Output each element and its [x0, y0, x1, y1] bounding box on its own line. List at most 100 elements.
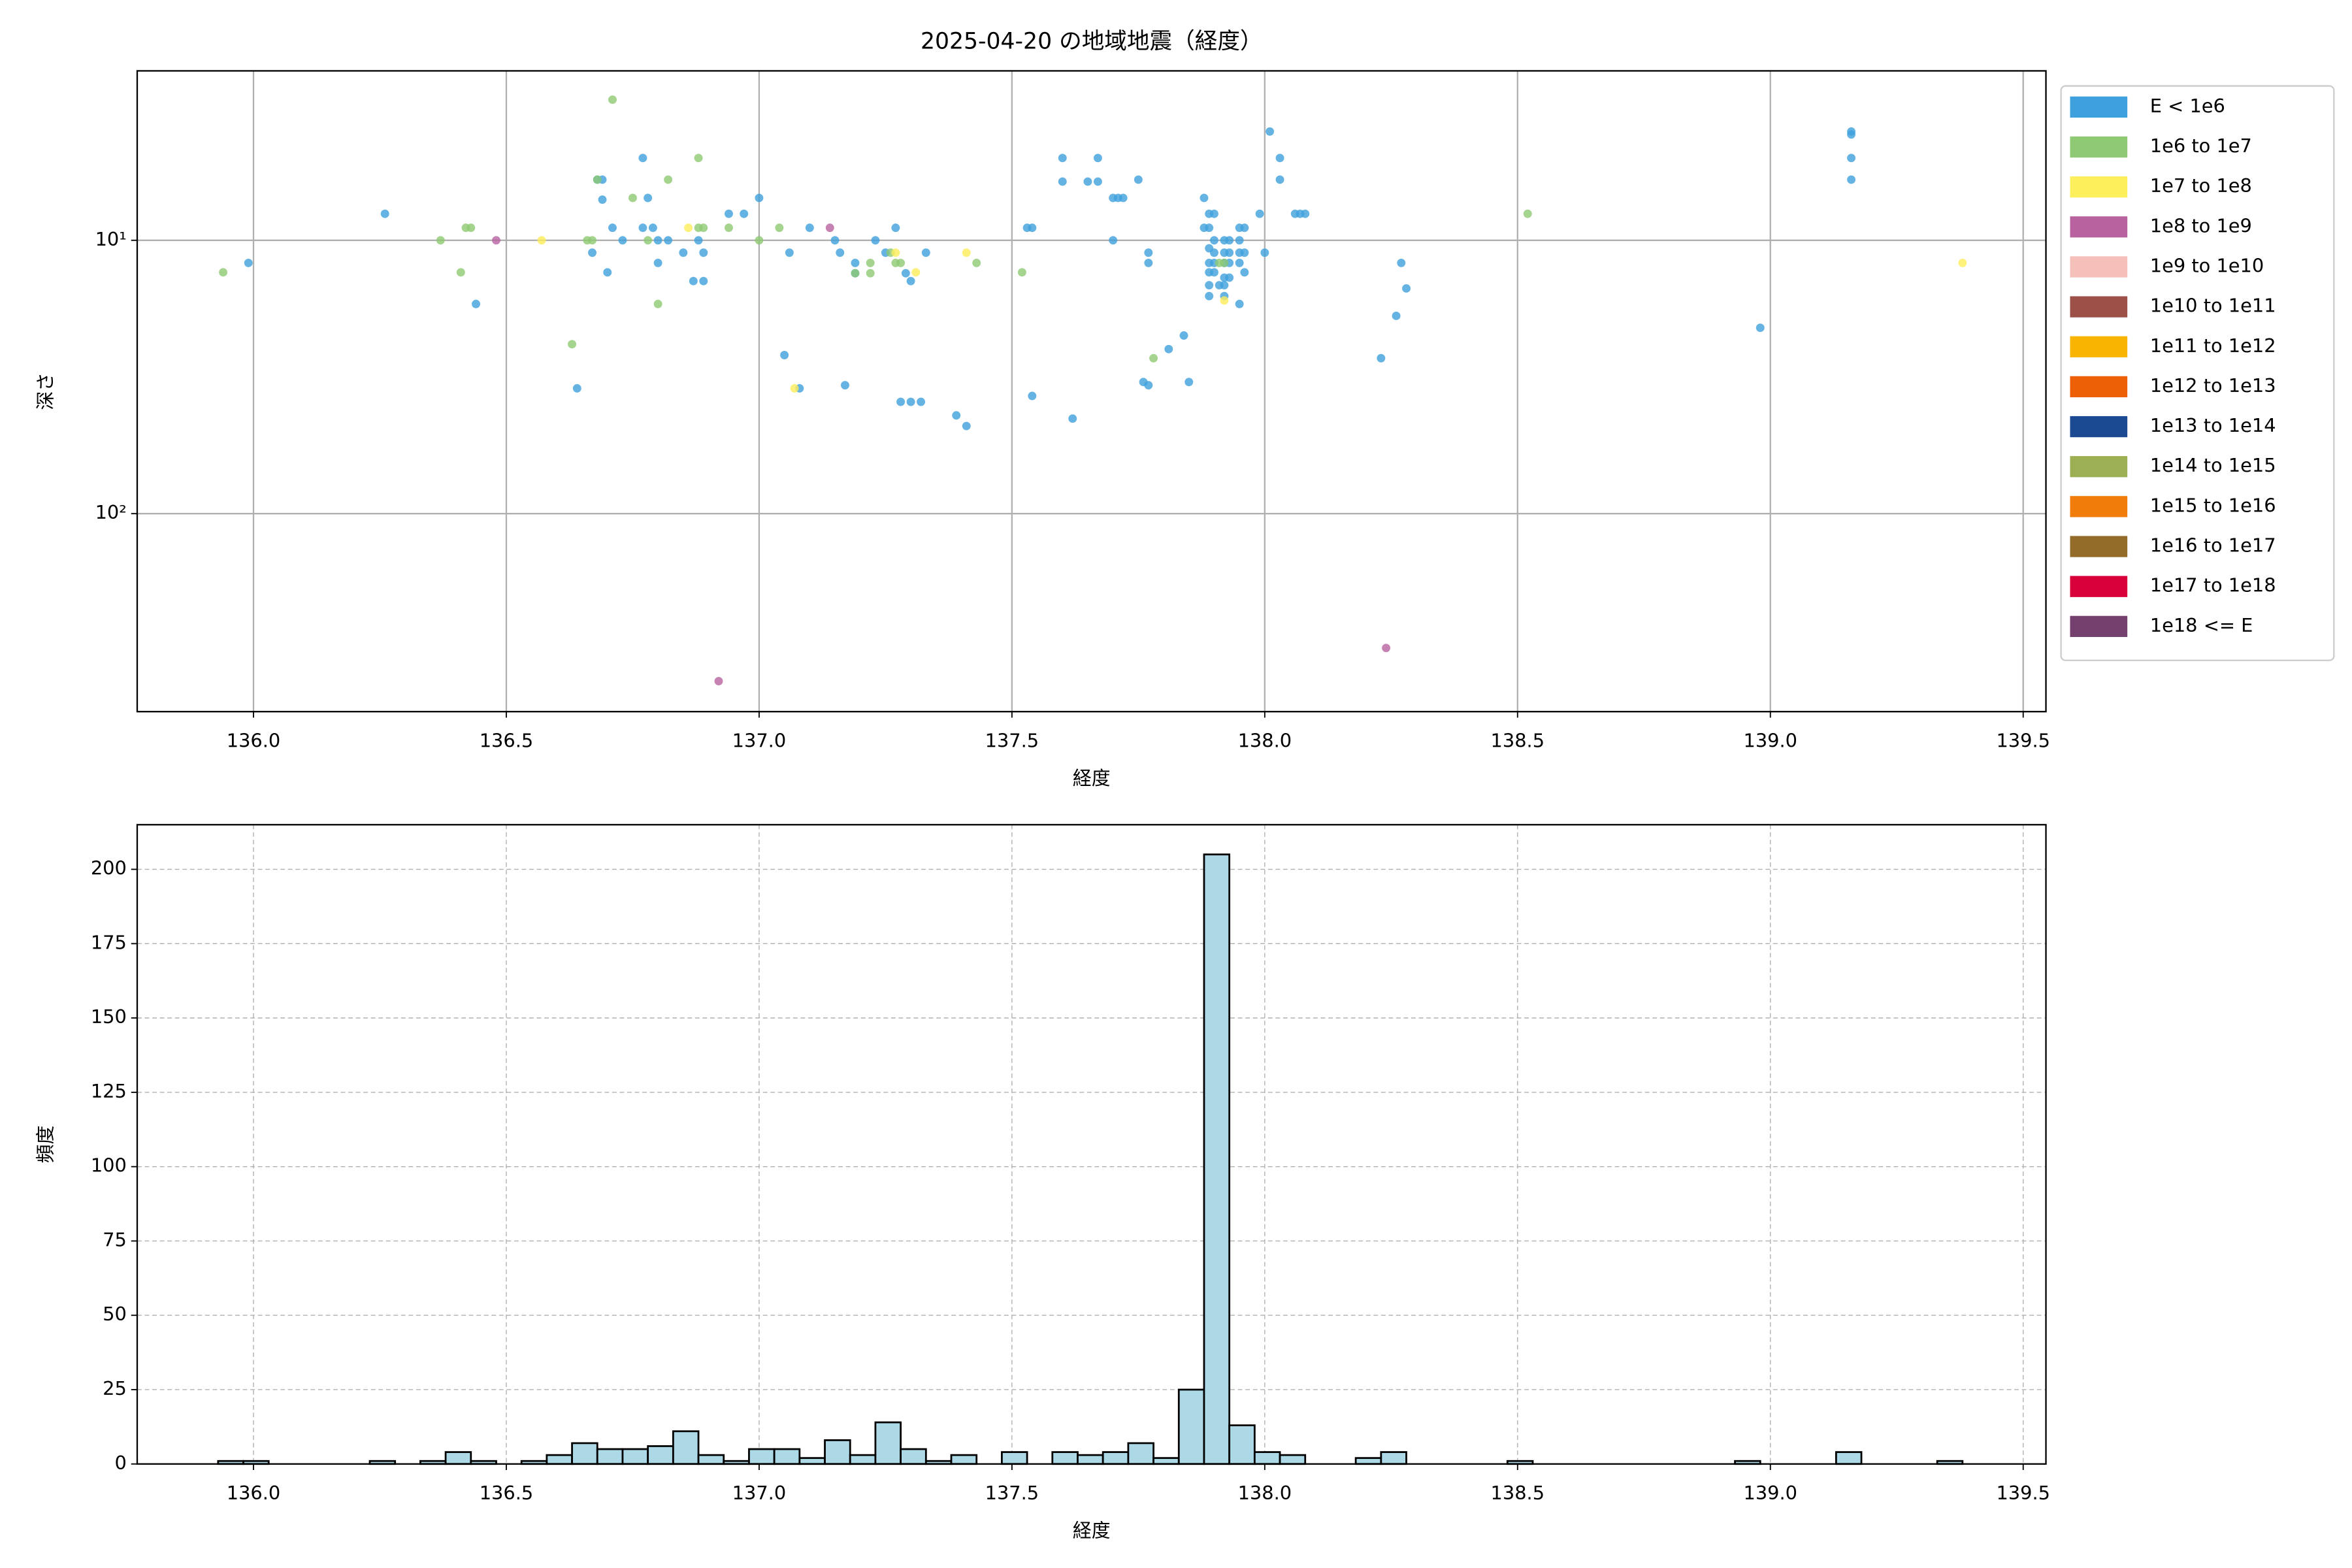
- scatter-point: [972, 258, 981, 267]
- scatter-point: [1382, 644, 1391, 653]
- scatter-point: [836, 248, 845, 257]
- scatter-point: [1260, 248, 1269, 257]
- scatter-point: [1847, 154, 1856, 163]
- scatter-point: [805, 223, 814, 233]
- scatter-point: [694, 236, 703, 245]
- scatter-point: [1240, 223, 1249, 233]
- scatter-point: [1109, 236, 1118, 245]
- x-axis-label: 経度: [1073, 767, 1111, 789]
- histogram-bar: [1228, 1424, 1256, 1465]
- scatter-point: [725, 223, 733, 233]
- scatter-point: [841, 381, 849, 390]
- legend-label: 1e14 to 1e15: [2150, 454, 2276, 476]
- histogram-bar: [444, 1451, 472, 1465]
- histogram-bar: [748, 1448, 776, 1465]
- legend-label: 1e6 to 1e7: [2150, 135, 2252, 157]
- scatter-point: [653, 299, 662, 308]
- legend-label: 1e17 to 1e18: [2150, 574, 2276, 596]
- x-tick-label: 138.0: [1238, 1482, 1292, 1504]
- x-tick-label: 139.5: [1996, 729, 2050, 751]
- scatter-point: [588, 248, 596, 257]
- scatter-point: [755, 193, 764, 203]
- legend-label: 1e16 to 1e17: [2150, 534, 2276, 557]
- y-tick-label: 10¹: [95, 228, 127, 250]
- scatter-point: [1225, 248, 1234, 257]
- scatter-point: [1083, 177, 1092, 186]
- scatter-point: [906, 397, 915, 406]
- scatter-point: [1240, 248, 1249, 257]
- scatter-point: [456, 268, 465, 277]
- scatter-point: [699, 276, 708, 286]
- scatter-point: [628, 193, 637, 203]
- histogram-bar: [1102, 1451, 1130, 1465]
- scatter-point: [921, 248, 930, 257]
- scatter-point: [679, 248, 688, 257]
- scatter-point: [1847, 130, 1856, 139]
- scatter-point: [436, 236, 445, 245]
- scatter-point: [830, 236, 840, 245]
- histogram-bar: [596, 1448, 624, 1465]
- scatter-point: [917, 397, 926, 406]
- scatter-point: [851, 258, 860, 267]
- scatter-point: [1397, 258, 1406, 267]
- x-tick-label: 139.0: [1743, 1482, 1797, 1504]
- scatter-point: [785, 248, 794, 257]
- legend-label: 1e8 to 1e9: [2150, 214, 2252, 237]
- scatter-point: [962, 421, 971, 431]
- histogram-bar: [798, 1457, 826, 1465]
- scatter-point: [755, 236, 764, 245]
- y-axis-label: 頻度: [35, 1126, 57, 1164]
- scatter-point: [568, 340, 577, 349]
- scatter-point: [492, 236, 500, 245]
- scatter-point: [644, 236, 653, 245]
- scatter-point: [1058, 154, 1067, 163]
- scatter-point: [1119, 193, 1128, 203]
- legend-swatch: [2070, 416, 2128, 438]
- histogram-bar: [647, 1445, 674, 1465]
- scatter-point: [644, 193, 653, 203]
- scatter-point: [1209, 248, 1218, 257]
- histogram-bar: [773, 1448, 801, 1465]
- histogram-bar: [900, 1448, 927, 1465]
- histogram-bar: [950, 1454, 978, 1465]
- scatter-point: [1205, 291, 1214, 301]
- scatter-point: [598, 195, 607, 204]
- x-tick-label: 137.5: [985, 729, 1039, 751]
- scatter-point: [891, 248, 900, 257]
- scatter-point: [699, 223, 708, 233]
- scatter-point: [1017, 268, 1026, 277]
- scatter-point: [593, 175, 602, 184]
- y-tick-label: 50: [103, 1303, 127, 1325]
- histogram-bar: [1279, 1454, 1307, 1465]
- scatter-point: [1058, 177, 1067, 186]
- scatter-point: [638, 223, 647, 233]
- scatter-point: [1209, 209, 1218, 218]
- legend-swatch: [2070, 296, 2128, 318]
- scatter-point: [1275, 154, 1284, 163]
- legend-label: 1e7 to 1e8: [2150, 174, 2252, 197]
- scatter-point: [866, 269, 875, 278]
- x-tick-label: 138.0: [1238, 729, 1292, 751]
- scatter-point: [1209, 268, 1218, 277]
- scatter-point: [684, 223, 693, 233]
- legend-box: [2060, 85, 2335, 661]
- scatter-point: [1220, 296, 1229, 305]
- scatter-point: [790, 384, 799, 393]
- histogram-bar: [824, 1439, 851, 1465]
- legend-swatch: [2070, 96, 2128, 118]
- scatter-point: [896, 258, 906, 267]
- y-tick-label: 175: [91, 931, 127, 953]
- scatter-point: [694, 154, 703, 163]
- scatter-point: [1275, 175, 1284, 184]
- scatter-point: [588, 236, 596, 245]
- y-tick-label: 125: [91, 1080, 127, 1102]
- scatter-point: [1392, 311, 1401, 320]
- x-axis-label: 経度: [1073, 1520, 1111, 1542]
- legend-label: 1e18 <= E: [2150, 614, 2253, 636]
- x-tick-label: 139.0: [1743, 729, 1797, 751]
- histogram-bar: [1152, 1457, 1180, 1465]
- scatter-point: [572, 384, 581, 393]
- x-tick-label: 136.5: [480, 729, 534, 751]
- scatter-point: [466, 223, 476, 233]
